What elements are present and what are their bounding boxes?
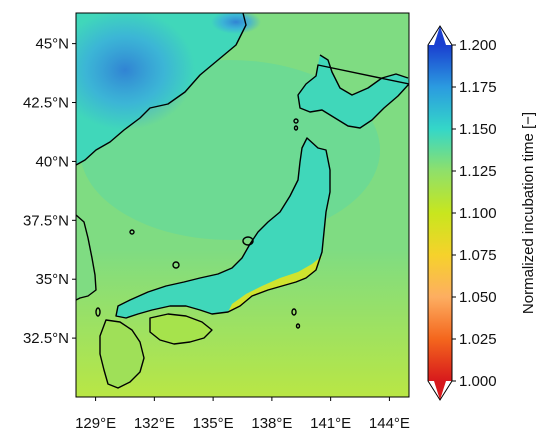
mainland-high-terrain <box>76 13 195 130</box>
hokkaido-island <box>298 55 409 128</box>
lon-tick-label-4: 141°E <box>310 415 351 432</box>
korea-coastline <box>76 214 97 301</box>
colorbar-title: Normalized incubation time [−] <box>520 112 537 314</box>
lat-tick-label-3: 37.5°N <box>23 212 69 229</box>
kyushu-island <box>100 320 144 388</box>
colorbar-bar <box>428 45 452 381</box>
colorbar-tick-label-3: 1.075 <box>459 247 497 264</box>
colorbar-tick-label-5: 1.125 <box>459 163 497 180</box>
hokkaido-coastline <box>297 54 409 129</box>
lat-tick-label-4: 35°N <box>35 271 69 288</box>
latitude-tick-labels: 45°N 42.5°N 40°N 37.5°N 35°N 32.5°N <box>23 36 76 347</box>
lon-tick-label-3: 138°E <box>251 415 292 432</box>
colorbar-tick-label-2: 1.050 <box>459 289 497 306</box>
izu-island-outline-2 <box>295 323 301 329</box>
korean-peninsula <box>76 215 96 300</box>
colorbar-tick-label-7: 1.175 <box>459 79 497 96</box>
mainland-coastline <box>76 13 247 166</box>
lon-tick-label-0: 129°E <box>75 415 116 432</box>
izu-island-outline <box>291 308 297 316</box>
colorbar-extend-max <box>434 26 446 45</box>
lat-tick-label-2: 40°N <box>35 153 69 170</box>
pacific-coast-strip <box>228 256 322 312</box>
honshu-coastline <box>115 137 331 319</box>
rishiri-island-outline <box>293 118 299 124</box>
shikoku-coastline <box>149 313 213 345</box>
map-frame <box>75 12 410 398</box>
colorbar-tick-label-8: 1.200 <box>459 37 497 54</box>
colorbar-tick-label-4: 1.100 <box>459 205 497 222</box>
small-island-outline <box>129 229 135 235</box>
lon-tick-label-5: 144°E <box>369 415 410 432</box>
mainland-peak-terrain <box>211 13 261 34</box>
coastlines <box>76 13 409 389</box>
lat-tick-label-0: 45°N <box>35 36 69 53</box>
lon-tick-label-2: 135°E <box>193 415 234 432</box>
honshu-island <box>116 138 330 318</box>
kyushu-coastline <box>99 319 145 389</box>
map-panel <box>76 13 409 397</box>
colorbar-tick-label-0: 1.000 <box>459 373 497 390</box>
sado-island-outline <box>242 236 254 246</box>
colorbar-tick-label-1: 1.025 <box>459 331 497 348</box>
lon-tick-label-1: 132°E <box>134 415 175 432</box>
colorbar-tick-labels: 1.000 1.025 1.050 1.075 1.100 1.125 1.150 1.175… <box>452 37 497 390</box>
oki-island-outline <box>172 261 180 269</box>
shikoku-island <box>150 314 212 344</box>
okushiri-island-outline <box>293 125 299 131</box>
colorbar-extend-min <box>434 381 446 400</box>
colorbar-tick-label-6: 1.150 <box>459 121 497 138</box>
lat-tick-label-5: 32.5°N <box>23 330 69 347</box>
lat-tick-label-1: 42.5°N <box>23 95 69 112</box>
tsushima-island-outline <box>95 307 101 317</box>
longitude-tick-labels: 129°E 132°E 135°E 138°E 141°E 144°E <box>75 397 410 432</box>
colorbar: 1.000 1.025 1.050 1.075 1.100 1.125 1.150 1.175… <box>427 25 537 401</box>
